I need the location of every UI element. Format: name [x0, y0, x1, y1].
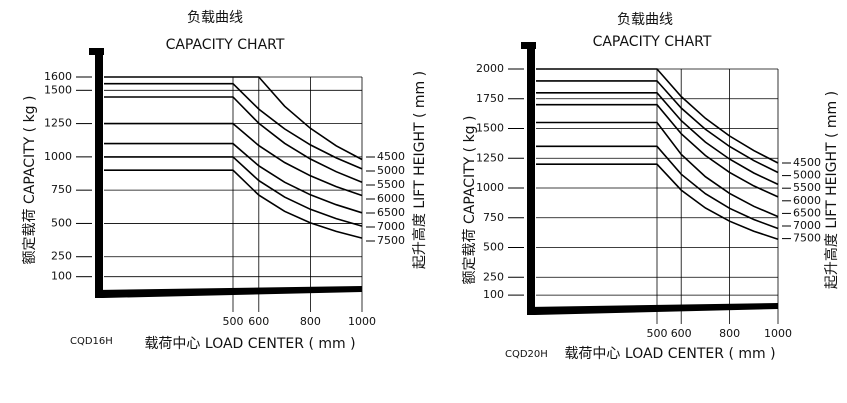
model-label: CQD16H: [70, 336, 113, 347]
capacity-curve: [104, 122, 363, 197]
y-tick-label: 1500: [44, 83, 72, 96]
capacity-curve: [104, 156, 363, 227]
x-tick-label: 1000: [348, 315, 376, 328]
legend-label: 4500: [793, 156, 821, 169]
y-axis-label: 额定载荷 CAPACITY ( kg ): [462, 116, 478, 285]
y-tick-label: 750: [51, 183, 72, 196]
y-tick-label: 1750: [476, 92, 504, 105]
model-label: CQD20H: [505, 349, 548, 360]
capacity-curve: [536, 92, 779, 186]
chart-subtitle: CAPACITY CHART: [166, 37, 285, 53]
legend-label: 7000: [377, 220, 405, 233]
capacity-curve: [536, 80, 779, 174]
y-tick-label: 1600: [44, 70, 72, 83]
legend-label: 5000: [793, 169, 821, 182]
capacity-chart: 负载曲线 CAPACITY CHART 额定载荷 CAPACITY ( kg ) 起升…: [462, 12, 840, 362]
legend-label: 5500: [793, 181, 821, 194]
legend-label: 6000: [793, 194, 821, 207]
capacity-curve: [104, 169, 363, 239]
x-tick-label: 500: [647, 327, 668, 340]
axis-frame: [527, 44, 535, 315]
y-tick-label: 500: [51, 216, 72, 229]
chart-subtitle: CAPACITY CHART: [593, 34, 712, 50]
x-tick-label: 600: [248, 315, 269, 328]
capacity-curve: [104, 142, 363, 214]
axis-frame: [95, 50, 103, 298]
y-tick-label: 500: [483, 241, 504, 254]
legend-label: 6500: [793, 206, 821, 219]
y-tick-label: 1250: [476, 151, 504, 164]
chart-title: 负载曲线: [617, 12, 673, 28]
legend-label: 7500: [377, 234, 405, 247]
legend-label: 4500: [377, 150, 405, 163]
legend-label: 6000: [377, 192, 405, 205]
y-tick-label: 1250: [44, 117, 72, 130]
legend-title: 起升高度 LIFT HEIGHT ( mm ): [823, 91, 840, 289]
capacity-curve: [536, 121, 779, 218]
legend-label: 7000: [793, 219, 821, 232]
y-tick-label: 100: [483, 288, 504, 301]
x-tick-label: 800: [719, 327, 740, 340]
legend-title: 起升高度 LIFT HEIGHT ( mm ): [411, 71, 428, 269]
capacity-curve: [104, 76, 363, 161]
capacity-curve: [104, 96, 363, 183]
x-axis-label: 载荷中心 LOAD CENTER ( mm ): [564, 346, 775, 362]
capacity-curve: [104, 82, 363, 170]
x-tick-label: 800: [300, 315, 321, 328]
capacity-curve: [536, 145, 779, 230]
chart-title: 负载曲线: [187, 10, 243, 26]
capacity-curve: [536, 163, 779, 240]
y-tick-label: 250: [483, 270, 504, 283]
capacity-curve: [536, 103, 779, 198]
legend-label: 5500: [377, 178, 405, 191]
y-tick-label: 1000: [476, 181, 504, 194]
y-tick-label: 2000: [476, 62, 504, 75]
y-tick-label: 750: [483, 211, 504, 224]
capacity-curve: [536, 68, 779, 164]
y-axis-label: 额定载荷 CAPACITY ( kg ): [22, 96, 38, 265]
axis-frame: [89, 48, 104, 55]
legend-label: 7500: [793, 232, 821, 245]
y-tick-label: 1000: [44, 150, 72, 163]
legend-label: 5000: [377, 164, 405, 177]
axis-frame: [527, 303, 778, 315]
x-tick-label: 1000: [764, 327, 792, 340]
legend-label: 6500: [377, 206, 405, 219]
capacity-chart: 负载曲线 CAPACITY CHART 额定载荷 CAPACITY ( kg ) 起升…: [22, 10, 428, 352]
axis-frame: [521, 42, 536, 49]
x-tick-label: 600: [671, 327, 692, 340]
x-axis-label: 载荷中心 LOAD CENTER ( mm ): [144, 336, 355, 352]
y-tick-label: 250: [51, 250, 72, 263]
x-tick-label: 500: [223, 315, 244, 328]
y-tick-label: 1500: [476, 122, 504, 135]
axis-frame: [95, 286, 362, 298]
y-tick-label: 100: [51, 270, 72, 283]
